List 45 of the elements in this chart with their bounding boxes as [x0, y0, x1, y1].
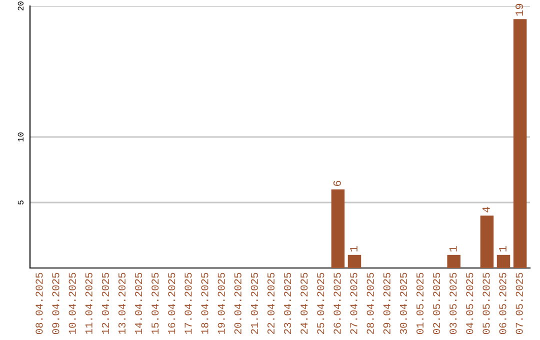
bar [496, 254, 510, 268]
x-tick-label: 19.04.2025 [218, 272, 225, 334]
x-tick-label: 06.05.2025 [499, 272, 506, 334]
x-tick-label: 14.04.2025 [134, 272, 142, 334]
data-label: 1 [350, 246, 358, 252]
y-tick-label: 20 [18, 2, 24, 10]
data-label: 6 [333, 180, 341, 186]
x-tick-label: 25.04.2025 [317, 272, 324, 334]
x-tick-label: 03.05.2025 [450, 272, 457, 334]
x-tick-label: 20.04.2025 [234, 272, 242, 334]
x-tick-label: 28.04.2025 [366, 272, 374, 334]
bar [513, 19, 527, 268]
x-tick-label: 27.04.2025 [350, 272, 358, 334]
x-tick-label: 10.04.2025 [68, 272, 76, 334]
x-tick-label: 12.04.2025 [102, 272, 109, 334]
x-tick-label: 29.04.2025 [383, 272, 390, 334]
data-label: 19 [516, 4, 524, 16]
y-tick-label: 10 [18, 132, 24, 142]
data-label: 4 [482, 206, 490, 212]
x-tick-label: 22.04.2025 [267, 272, 275, 334]
x-tick-label: 21.04.2025 [250, 272, 258, 334]
x-tick-label: 02.05.2025 [433, 272, 440, 334]
x-tick-label: 08.04.2025 [36, 272, 43, 334]
bar [331, 189, 345, 268]
x-tick-label: 07.05.2025 [516, 272, 523, 334]
x-tick-label: 05.05.2025 [482, 272, 490, 334]
data-label: 1 [449, 246, 457, 252]
x-tick-label: 04.05.2025 [466, 272, 474, 334]
x-tick-label: 15.04.2025 [152, 272, 159, 334]
x-tick-label: 30.04.2025 [400, 272, 407, 334]
x-tick-label: 23.04.2025 [284, 272, 292, 334]
bar [447, 254, 460, 268]
bar [480, 216, 494, 268]
data-label: 1 [499, 246, 506, 252]
x-tick-label: 26.04.2025 [334, 272, 341, 334]
x-tick-label: 17.04.2025 [184, 272, 192, 334]
x-tick-label: 09.04.2025 [52, 272, 60, 334]
y-tick-label: 5 [18, 200, 24, 204]
bar [348, 254, 362, 268]
x-tick-label: 16.04.2025 [168, 272, 176, 334]
x-tick-label: 11.04.2025 [85, 272, 92, 334]
x-tick-label: 18.04.2025 [201, 272, 208, 334]
x-tick-label: 01.05.2025 [416, 272, 424, 334]
x-tick-label: 24.04.2025 [300, 272, 308, 334]
x-tick-label: 13.04.2025 [118, 272, 126, 334]
